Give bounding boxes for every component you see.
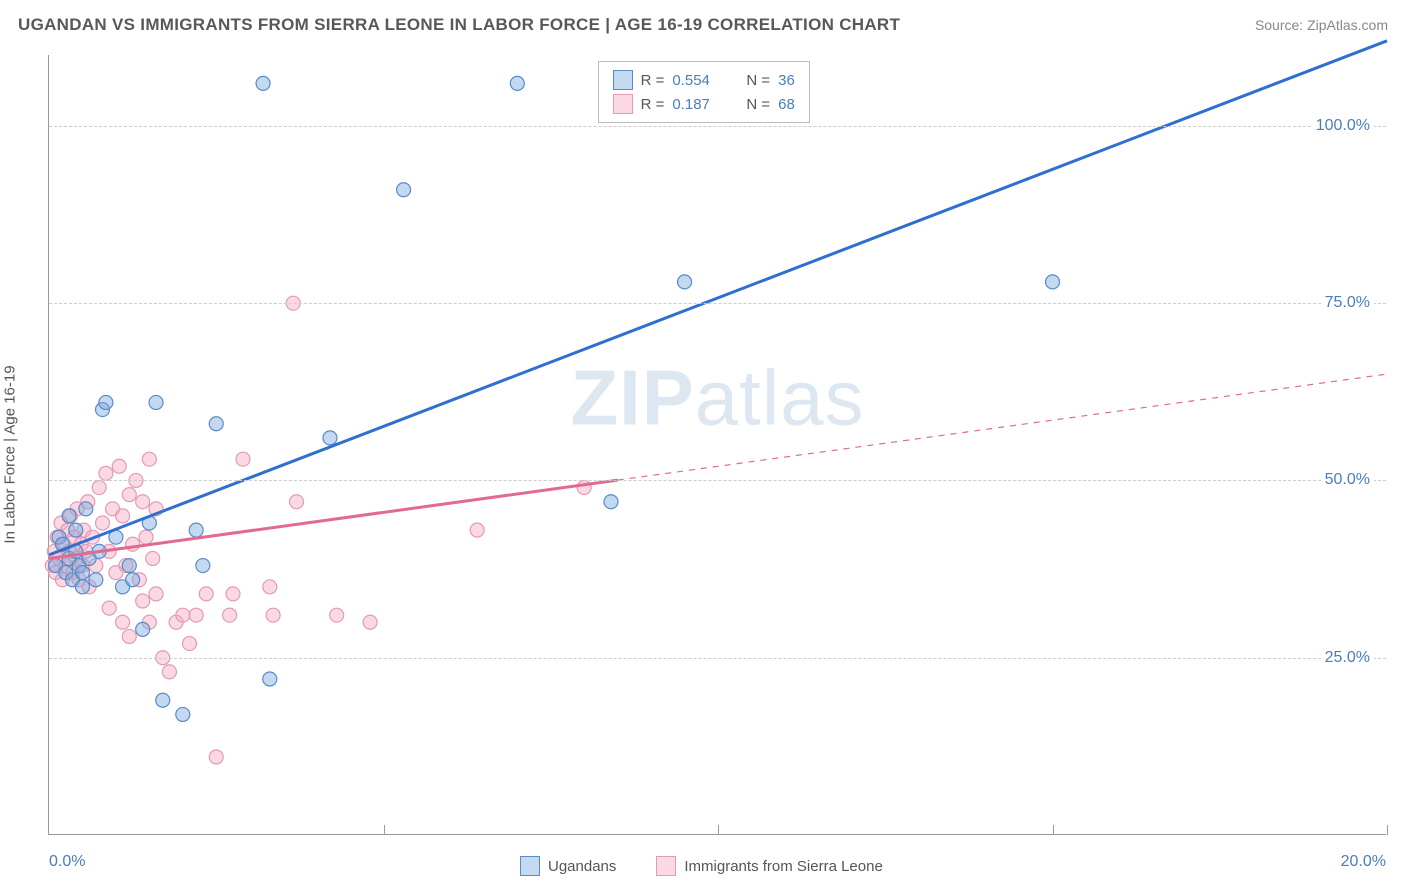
scatter-point-ugandans: [126, 573, 140, 587]
scatter-point-sierra_leone: [290, 495, 304, 509]
scatter-point-sierra_leone: [122, 629, 136, 643]
x-tick-label: 0.0%: [49, 853, 85, 871]
y-tick-label: 100.0%: [1312, 117, 1374, 135]
scatter-point-ugandans: [69, 523, 83, 537]
scatter-point-ugandans: [136, 622, 150, 636]
legend-item-ugandans: Ugandans: [520, 856, 616, 876]
y-tick-label: 75.0%: [1321, 294, 1374, 312]
x-tick-label: 20.0%: [1341, 853, 1386, 871]
scatter-point-sierra_leone: [176, 608, 190, 622]
chart-title: UGANDAN VS IMMIGRANTS FROM SIERRA LEONE …: [18, 15, 900, 35]
scatter-point-sierra_leone: [330, 608, 344, 622]
scatter-point-sierra_leone: [189, 608, 203, 622]
scatter-point-sierra_leone: [209, 750, 223, 764]
scatter-point-sierra_leone: [236, 452, 250, 466]
scatter-point-ugandans: [79, 502, 93, 516]
scatter-point-sierra_leone: [112, 459, 126, 473]
scatter-point-sierra_leone: [136, 594, 150, 608]
scatter-point-ugandans: [176, 707, 190, 721]
scatter-point-sierra_leone: [149, 587, 163, 601]
scatter-point-sierra_leone: [126, 537, 140, 551]
scatter-point-ugandans: [604, 495, 618, 509]
scatter-point-ugandans: [99, 395, 113, 409]
scatter-point-sierra_leone: [162, 665, 176, 679]
scatter-point-ugandans: [89, 573, 103, 587]
scatter-point-ugandans: [189, 523, 203, 537]
scatter-point-ugandans: [62, 509, 76, 523]
vgrid-tick: [1053, 825, 1054, 835]
legend-row-ugandans: R =0.554N =36: [613, 68, 795, 92]
scatter-point-sierra_leone: [199, 587, 213, 601]
legend-row-sierra_leone: R =0.187N =68: [613, 92, 795, 116]
scatter-point-sierra_leone: [96, 516, 110, 530]
y-tick-label: 25.0%: [1321, 649, 1374, 667]
source-label: Source: ZipAtlas.com: [1255, 17, 1388, 33]
scatter-point-sierra_leone: [122, 488, 136, 502]
swatch-ugandans: [520, 856, 540, 876]
scatter-point-sierra_leone: [223, 608, 237, 622]
scatter-point-ugandans: [256, 76, 270, 90]
scatter-point-sierra_leone: [116, 615, 130, 629]
hgrid-line: [49, 303, 1386, 304]
hgrid-line: [49, 480, 1386, 481]
scatter-point-sierra_leone: [363, 615, 377, 629]
scatter-point-ugandans: [75, 566, 89, 580]
scatter-point-ugandans: [196, 559, 210, 573]
scatter-point-sierra_leone: [182, 637, 196, 651]
scatter-point-sierra_leone: [99, 466, 113, 480]
plot-area: ZIPatlas 25.0%50.0%75.0%100.0%0.0%20.0%R…: [48, 55, 1386, 835]
swatch-ugandans: [613, 70, 633, 90]
scatter-point-ugandans: [209, 417, 223, 431]
scatter-point-ugandans: [122, 559, 136, 573]
scatter-point-ugandans: [678, 275, 692, 289]
scatter-point-sierra_leone: [92, 481, 106, 495]
scatter-point-ugandans: [156, 693, 170, 707]
title-bar: UGANDAN VS IMMIGRANTS FROM SIERRA LEONE …: [18, 15, 1388, 35]
scatter-point-sierra_leone: [146, 551, 160, 565]
scatter-point-sierra_leone: [142, 452, 156, 466]
scatter-point-sierra_leone: [266, 608, 280, 622]
scatter-point-sierra_leone: [263, 580, 277, 594]
scatter-point-sierra_leone: [226, 587, 240, 601]
scatter-point-ugandans: [75, 580, 89, 594]
plot-svg: [49, 55, 1386, 834]
vgrid-tick: [1387, 825, 1388, 835]
legend-item-sierra-leone: Immigrants from Sierra Leone: [656, 856, 882, 876]
scatter-point-sierra_leone: [102, 601, 116, 615]
scatter-point-ugandans: [263, 672, 277, 686]
vgrid-tick: [384, 825, 385, 835]
scatter-point-sierra_leone: [116, 509, 130, 523]
legend-correlation-box: R =0.554N =36R =0.187N =68: [598, 61, 810, 123]
swatch-sierra-leone: [656, 856, 676, 876]
scatter-point-sierra_leone: [139, 530, 153, 544]
scatter-point-ugandans: [397, 183, 411, 197]
scatter-point-ugandans: [1046, 275, 1060, 289]
scatter-point-ugandans: [323, 431, 337, 445]
legend-bottom: Ugandans Immigrants from Sierra Leone: [520, 856, 883, 876]
y-tick-label: 50.0%: [1321, 471, 1374, 489]
y-axis-label: In Labor Force | Age 16-19: [2, 365, 19, 543]
scatter-point-sierra_leone: [136, 495, 150, 509]
scatter-point-ugandans: [510, 76, 524, 90]
vgrid-tick: [718, 825, 719, 835]
swatch-sierra_leone: [613, 94, 633, 114]
regression-line-dash: [618, 374, 1387, 480]
hgrid-line: [49, 658, 1386, 659]
hgrid-line: [49, 126, 1386, 127]
scatter-point-sierra_leone: [470, 523, 484, 537]
scatter-point-ugandans: [149, 395, 163, 409]
